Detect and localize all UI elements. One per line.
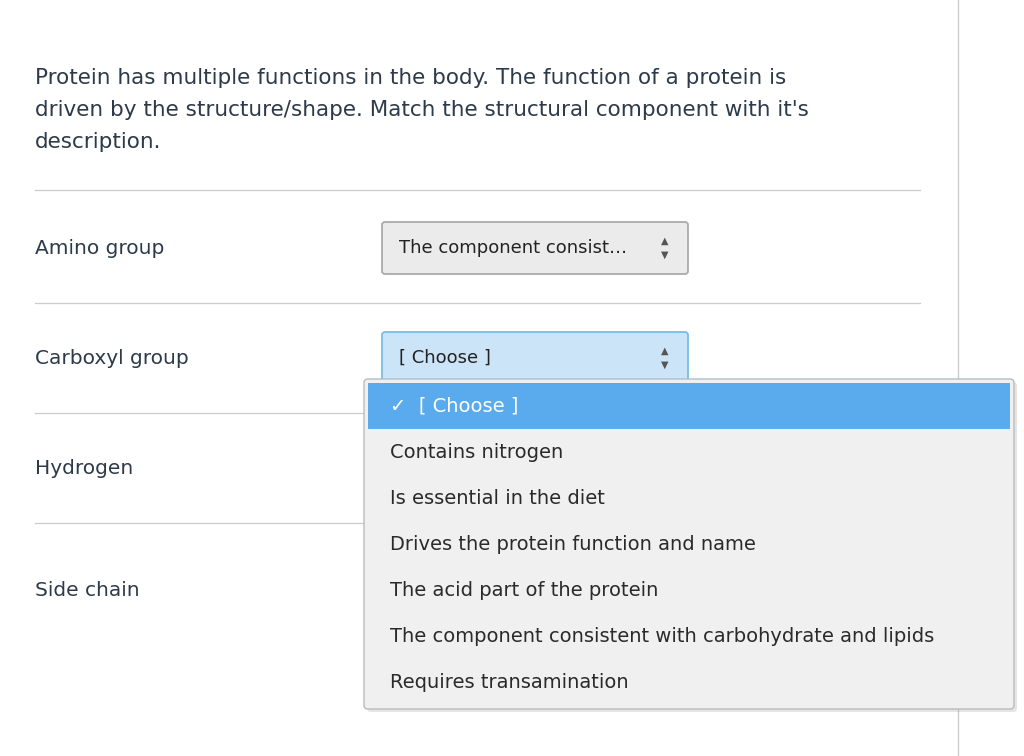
Text: ▼: ▼	[662, 360, 669, 370]
Text: Carboxyl group: Carboxyl group	[35, 349, 188, 367]
Text: The component consistent with carbohydrate and lipids: The component consistent with carbohydra…	[390, 627, 934, 646]
FancyBboxPatch shape	[364, 379, 1014, 709]
FancyBboxPatch shape	[382, 332, 688, 384]
Text: Drives the protein function and name: Drives the protein function and name	[390, 534, 756, 553]
FancyBboxPatch shape	[382, 564, 688, 616]
Text: description.: description.	[35, 132, 162, 152]
Text: Hydrogen: Hydrogen	[35, 458, 133, 478]
Text: [ Choose ]: [ Choose ]	[399, 581, 490, 599]
Text: ▲: ▲	[662, 346, 669, 356]
Text: Protein has multiple functions in the body. The function of a protein is: Protein has multiple functions in the bo…	[35, 68, 786, 88]
Text: Side chain: Side chain	[35, 581, 139, 600]
Text: driven by the structure/shape. Match the structural component with it's: driven by the structure/shape. Match the…	[35, 100, 809, 120]
Text: ✓  [ Choose ]: ✓ [ Choose ]	[390, 396, 518, 416]
Text: Contains nitrogen: Contains nitrogen	[390, 442, 563, 461]
Text: The component consist…: The component consist…	[399, 239, 627, 257]
Text: ▼: ▼	[662, 592, 669, 602]
Text: ▲: ▲	[662, 236, 669, 246]
Text: ▲: ▲	[662, 578, 669, 588]
Text: ▼: ▼	[662, 250, 669, 260]
FancyBboxPatch shape	[382, 222, 688, 274]
Text: The acid part of the protein: The acid part of the protein	[390, 581, 658, 600]
Bar	[368, 383, 1010, 429]
Text: [ Choose ]: [ Choose ]	[399, 349, 490, 367]
Text: Requires transamination: Requires transamination	[390, 673, 629, 692]
FancyBboxPatch shape	[367, 382, 1017, 712]
Text: Is essential in the diet: Is essential in the diet	[390, 488, 605, 507]
Text: Amino group: Amino group	[35, 238, 165, 258]
